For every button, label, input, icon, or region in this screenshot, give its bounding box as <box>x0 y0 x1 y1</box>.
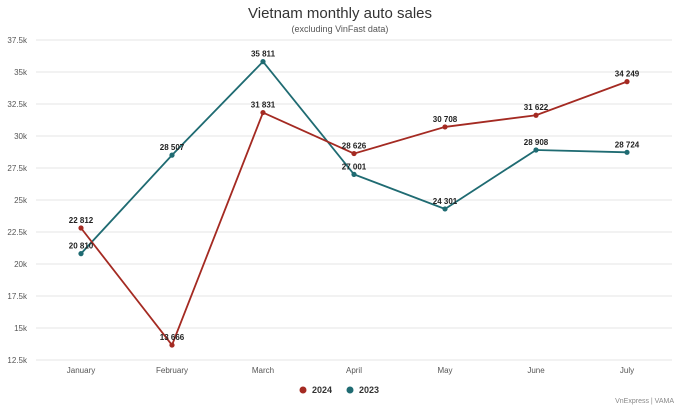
data-point-2024 <box>442 124 448 130</box>
x-tick-label: June <box>527 366 545 375</box>
chart-title: Vietnam monthly auto sales <box>248 5 432 22</box>
y-tick-label: 35k <box>14 68 28 77</box>
legend-marker-2023[interactable] <box>346 386 354 394</box>
x-tick-label: July <box>620 366 634 375</box>
x-tick-label: April <box>346 366 362 375</box>
data-label-2024: 34 249 <box>615 70 640 79</box>
y-tick-label: 17.5k <box>7 292 28 301</box>
y-axis: 12.5k 15k 17.5k 20k 22.5k 25k 27.5k 30k 32.5k 35k… <box>7 36 28 365</box>
y-tick-label: 20k <box>14 260 28 269</box>
data-label-2023: 27 001 <box>342 162 367 171</box>
data-point-2024 <box>624 79 630 85</box>
data-label-2024: 28 626 <box>342 142 367 151</box>
legend-marker-2024[interactable] <box>299 386 307 394</box>
data-point-2024 <box>533 112 539 118</box>
series-line-2024 <box>80 80 628 347</box>
data-label-2023: 28 507 <box>160 143 185 152</box>
data-label-2023: 35 811 <box>251 50 276 59</box>
chart-subtitle: (excluding VinFast data) <box>292 24 389 34</box>
data-point-2024 <box>78 225 84 231</box>
y-tick-label: 37.5k <box>7 36 28 45</box>
y-tick-label: 30k <box>14 132 28 141</box>
x-tick-label: January <box>67 366 95 375</box>
x-tick-label: February <box>156 366 188 375</box>
y-tick-label: 15k <box>14 324 28 333</box>
data-point-2023 <box>260 59 266 65</box>
data-label-2024: 22 812 <box>69 216 94 225</box>
y-tick-label: 25k <box>14 196 28 205</box>
data-point-2024 <box>351 150 357 157</box>
data-point-2023 <box>533 147 539 153</box>
data-labels: 22 812 13 666 31 831 28 626 30 708 31 622 34 2… <box>69 50 640 342</box>
series-lines <box>78 59 630 348</box>
y-tick-label: 22.5k <box>7 228 28 237</box>
data-point-2024 <box>169 342 175 348</box>
legend[interactable]: 2024 2023 <box>299 385 380 395</box>
data-label-2023: 28 724 <box>615 140 640 149</box>
data-point-2023 <box>169 152 175 158</box>
source-credit: VnExpress | VAMA <box>615 398 674 405</box>
data-point-2024 <box>260 109 266 116</box>
data-label-2023: 24 301 <box>433 197 458 206</box>
data-label-2023: 28 908 <box>524 138 549 147</box>
series-line-2023 <box>80 60 628 255</box>
data-point-2023 <box>78 251 84 257</box>
data-label-2024: 13 666 <box>160 333 185 342</box>
data-point-2023 <box>351 171 357 177</box>
data-label-2024: 30 708 <box>433 115 458 124</box>
y-tick-label: 12.5k <box>7 356 28 365</box>
x-tick-label: March <box>252 366 274 375</box>
data-label-2024: 31 831 <box>251 101 276 110</box>
y-tick-label: 27.5k <box>7 164 28 173</box>
legend-item-2024[interactable]: 2024 <box>312 385 332 395</box>
data-label-2023: 20 810 <box>69 242 94 251</box>
data-point-2023 <box>442 206 448 212</box>
y-tick-label: 32.5k <box>7 100 28 109</box>
x-axis: January February March April May June July <box>67 366 634 375</box>
x-tick-label: May <box>437 366 452 375</box>
grid-lines <box>36 39 672 361</box>
data-point-2023 <box>624 149 630 155</box>
data-label-2024: 31 622 <box>524 103 549 112</box>
legend-item-2023[interactable]: 2023 <box>359 385 379 395</box>
